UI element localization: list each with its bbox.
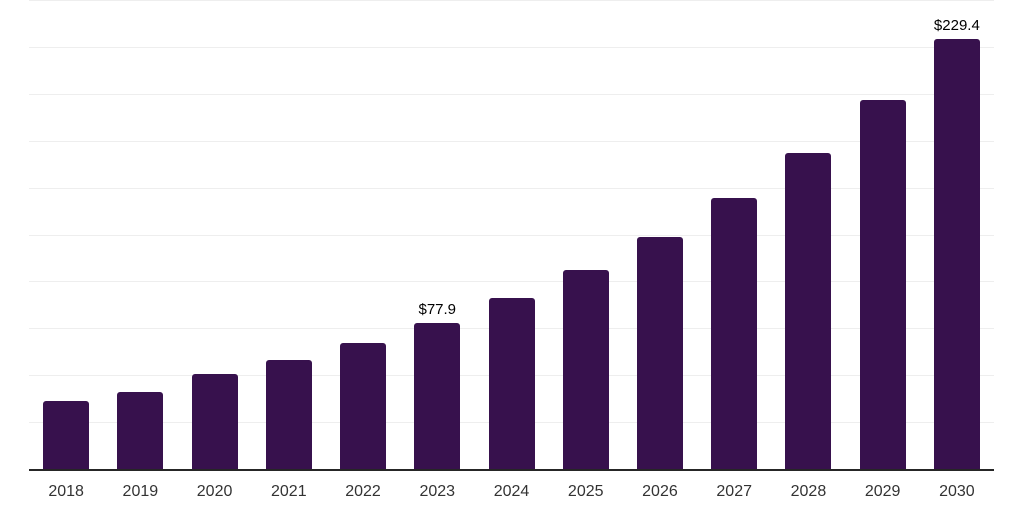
x-tick-label-2026: 2026 bbox=[642, 483, 678, 500]
bar-2025 bbox=[562, 269, 609, 469]
x-tick-label-2023: 2023 bbox=[419, 483, 456, 500]
plot-area: $77.9 $229.4 bbox=[29, 0, 994, 471]
bar-2027 bbox=[711, 198, 758, 469]
x-tick-label-2022: 2022 bbox=[345, 483, 381, 500]
bar-2023 bbox=[414, 322, 461, 469]
bar-2021 bbox=[265, 360, 312, 469]
bar-2024 bbox=[488, 298, 535, 469]
bar-2026 bbox=[636, 236, 683, 469]
bar-2030 bbox=[933, 38, 980, 469]
x-tick-label-2020: 2020 bbox=[196, 483, 233, 500]
x-tick-label-2018: 2018 bbox=[48, 483, 84, 500]
gridline-125 bbox=[29, 234, 994, 236]
x-tick-label-2029: 2029 bbox=[864, 483, 901, 500]
x-tick-label-2019: 2019 bbox=[122, 483, 159, 500]
gridline-175 bbox=[29, 140, 994, 142]
x-tick-label-2030: 2030 bbox=[939, 483, 975, 500]
bar-value-label-2023: $77.9 bbox=[418, 300, 457, 318]
x-tick-label-2024: 2024 bbox=[493, 483, 530, 500]
x-tick-label-2027: 2027 bbox=[716, 483, 752, 500]
x-tick-label-2021: 2021 bbox=[271, 483, 307, 500]
gridline-150 bbox=[29, 187, 994, 189]
bar-value-label-2030: $229.4 bbox=[933, 16, 980, 34]
bar-2018 bbox=[43, 401, 90, 469]
gridline-200 bbox=[29, 93, 994, 95]
gridline-100 bbox=[29, 281, 994, 283]
bar-2028 bbox=[785, 152, 832, 469]
bar-2029 bbox=[859, 100, 906, 469]
x-tick-label-2028: 2028 bbox=[790, 483, 827, 500]
bar-2020 bbox=[191, 374, 238, 469]
gridline-225 bbox=[29, 46, 994, 48]
gridline-250 bbox=[29, 0, 994, 1]
x-tick-label-2025: 2025 bbox=[567, 483, 604, 500]
x-axis: 2018 2019 2020 2021 2022 2023 2024 2025 2026 2027… bbox=[29, 471, 994, 512]
bar-2022 bbox=[340, 342, 387, 469]
bar-2019 bbox=[117, 392, 164, 469]
